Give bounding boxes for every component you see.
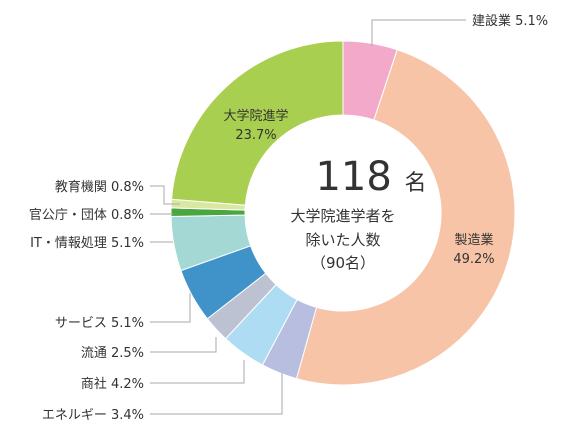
slice-3-label: 商社 4.2% — [81, 376, 144, 392]
slice-4-leader — [150, 337, 217, 353]
center-total: 118 名 — [315, 154, 426, 200]
slice-9 — [171, 40, 344, 206]
slice-2-label: エネルギー 3.4% — [42, 408, 144, 423]
leader-lines — [150, 19, 466, 415]
slice-8-leader — [150, 185, 180, 205]
slice-9-label: 大学院進学 — [223, 108, 288, 124]
slice-6-label: IT・情報処理 5.1% — [30, 236, 144, 251]
donut-slices — [170, 40, 516, 386]
slice-labels: 建設業 5.1% 製造業 49.2% エネルギー 3.4% 商社 4.2% 流通 2.5%… — [29, 13, 548, 423]
slice-8-label: 教育機関 0.8% — [55, 179, 144, 195]
slice-1-label: 製造業 — [454, 232, 493, 248]
slice-0-label: 建設業 5.1% — [472, 13, 548, 29]
slice-0-leader — [371, 19, 466, 46]
slice-4-label: 流通 2.5% — [81, 346, 144, 361]
slice-3-leader — [150, 360, 245, 384]
slice-9-value: 23.7% — [235, 128, 276, 143]
slice-1-value: 49.2% — [453, 252, 494, 267]
slice-7-label: 官公庁・団体 0.8% — [29, 207, 144, 223]
center-caption-line-1: 大学院進学者を — [290, 207, 395, 225]
slice-5-label: サービス 5.1% — [55, 316, 144, 331]
center-summary: 118 名 大学院進学者を 除いた人数 （90名） — [290, 154, 426, 272]
slice-2-leader — [150, 373, 283, 415]
center-caption-line-3: （90名） — [311, 254, 375, 272]
slice-5-leader — [150, 293, 191, 323]
slice-1 — [295, 49, 516, 386]
center-caption-line-2: 除いた人数 — [305, 231, 380, 249]
center-number: 118 — [315, 154, 391, 200]
center-unit: 名 — [405, 171, 427, 196]
